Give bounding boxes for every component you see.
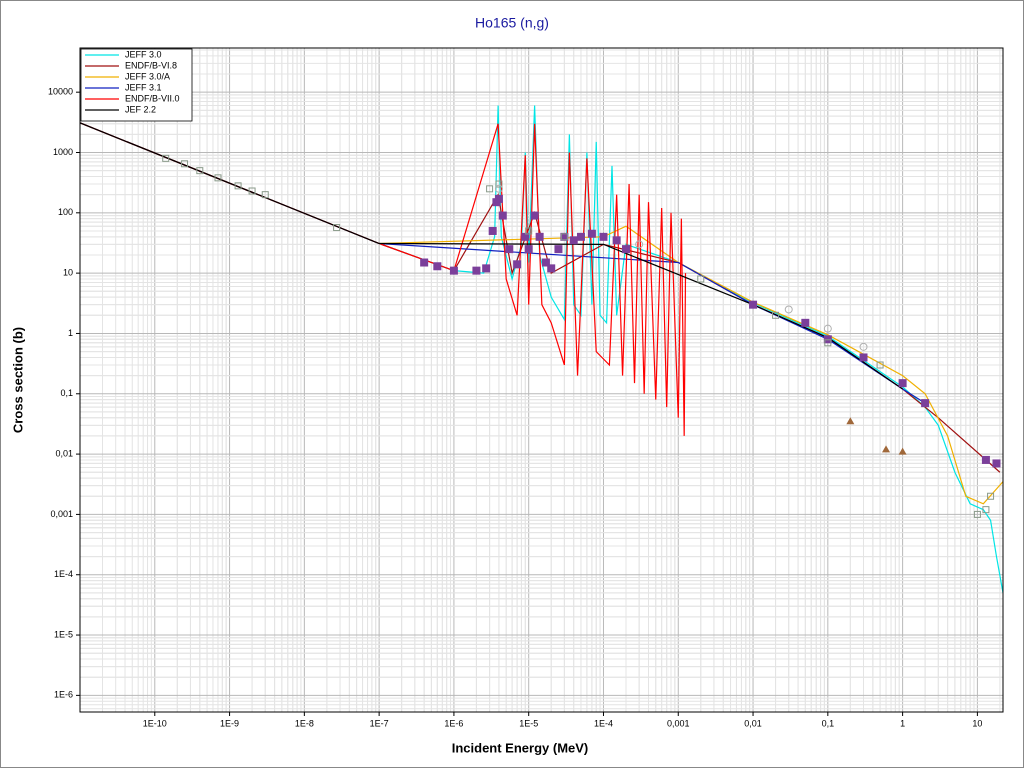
data-point xyxy=(494,194,503,203)
legend-label: JEF 2.2 xyxy=(125,104,156,114)
data-point xyxy=(982,506,990,514)
data-point xyxy=(772,311,780,319)
y-tick-label: 1 xyxy=(68,328,73,338)
data-point xyxy=(823,324,832,333)
data-point xyxy=(196,167,204,175)
x-tick-label: 1E-4 xyxy=(594,718,613,728)
data-point xyxy=(541,258,550,267)
y-tick-label: 0,001 xyxy=(50,509,73,519)
y-tick-label: 1E-6 xyxy=(54,690,73,700)
data-point xyxy=(488,226,497,235)
data-point xyxy=(525,227,533,235)
data-point xyxy=(973,510,981,518)
y-axis-label: Cross section (b) xyxy=(10,327,25,433)
data-point xyxy=(214,174,222,182)
y-tick-label: 0,01 xyxy=(55,448,73,458)
data-point xyxy=(420,258,429,267)
data-point xyxy=(784,305,793,314)
x-tick-label: 1E-7 xyxy=(370,718,389,728)
data-point xyxy=(824,339,832,347)
x-tick-label: 1E-9 xyxy=(220,718,239,728)
data-point xyxy=(569,236,578,245)
x-tick-label: 1E-5 xyxy=(519,718,538,728)
data-point xyxy=(505,245,514,254)
data-point xyxy=(576,232,585,241)
legend-box xyxy=(80,48,193,122)
data-point xyxy=(524,245,533,254)
data-point xyxy=(697,275,705,283)
y-tick-label: 1E-4 xyxy=(54,569,73,579)
x-tick-label: 0,001 xyxy=(667,718,690,728)
data-point xyxy=(992,459,1001,468)
legend-label: JEFF 3.0/A xyxy=(125,71,170,81)
y-tick-label: 0,1 xyxy=(60,388,73,398)
data-point xyxy=(472,266,481,275)
data-point xyxy=(521,232,530,241)
data-point xyxy=(494,184,503,193)
data-point xyxy=(612,236,621,245)
plot-border xyxy=(79,47,1004,713)
data-point xyxy=(535,232,544,241)
data-point xyxy=(449,266,458,275)
data-point xyxy=(981,455,990,464)
data-point xyxy=(560,233,568,241)
data-point xyxy=(162,154,170,162)
data-point xyxy=(876,361,884,369)
data-point xyxy=(846,417,855,425)
data-point xyxy=(482,264,491,273)
data-point xyxy=(587,229,596,238)
data-point xyxy=(987,492,995,500)
data-point xyxy=(498,211,507,220)
data-point xyxy=(433,262,442,271)
x-tick-label: 1E-8 xyxy=(295,718,314,728)
data-point xyxy=(495,180,503,188)
x-tick-label: 10 xyxy=(972,718,982,728)
data-point xyxy=(554,245,563,254)
x-axis-label: Incident Energy (MeV) xyxy=(452,740,589,755)
data-point xyxy=(898,447,907,455)
data-point xyxy=(599,232,608,241)
legend-label: JEFF 3.0 xyxy=(125,49,162,59)
data-point xyxy=(234,182,242,190)
data-point xyxy=(248,187,256,195)
legend-label: ENDF/B-VII.0 xyxy=(125,93,180,103)
data-point xyxy=(560,232,569,241)
data-point xyxy=(859,353,868,362)
data-point xyxy=(749,300,758,309)
x-tick-label: 1E-6 xyxy=(444,718,463,728)
data-point xyxy=(181,160,189,168)
series-line xyxy=(80,122,903,390)
data-point xyxy=(333,224,341,232)
data-point xyxy=(921,399,930,408)
series-line xyxy=(80,122,687,436)
data-point xyxy=(898,379,907,388)
axes: 1E-10 1E-9 1E-8 1E-7 1E-6 1E-5 1E-4 0,001 0,01 0,… xyxy=(48,87,982,729)
data-point xyxy=(261,191,269,199)
y-tick-label: 10 xyxy=(63,268,73,278)
x-tick-label: 1 xyxy=(900,718,905,728)
y-tick-label: 10000 xyxy=(48,87,73,97)
legend-label: ENDF/B-VI.8 xyxy=(125,60,177,70)
legend-label: JEFF 3.1 xyxy=(125,82,162,92)
y-tick-label: 1E-5 xyxy=(54,629,73,639)
data-point xyxy=(530,211,539,220)
x-tick-label: 0,01 xyxy=(744,718,762,728)
y-tick-label: 1000 xyxy=(53,147,73,157)
x-tick-label: 0,1 xyxy=(822,718,835,728)
data-point xyxy=(859,342,868,351)
chart-title: Ho165 (n,g) xyxy=(475,15,549,31)
data-point xyxy=(801,318,810,327)
plot xyxy=(80,105,1003,593)
data-point xyxy=(547,264,556,273)
y-tick-label: 100 xyxy=(58,207,73,217)
data-point xyxy=(882,445,891,453)
data-point xyxy=(621,245,630,254)
data-point xyxy=(486,185,494,193)
data-point xyxy=(513,260,522,269)
data-point xyxy=(635,240,644,249)
x-tick-label: 1E-10 xyxy=(143,718,167,728)
